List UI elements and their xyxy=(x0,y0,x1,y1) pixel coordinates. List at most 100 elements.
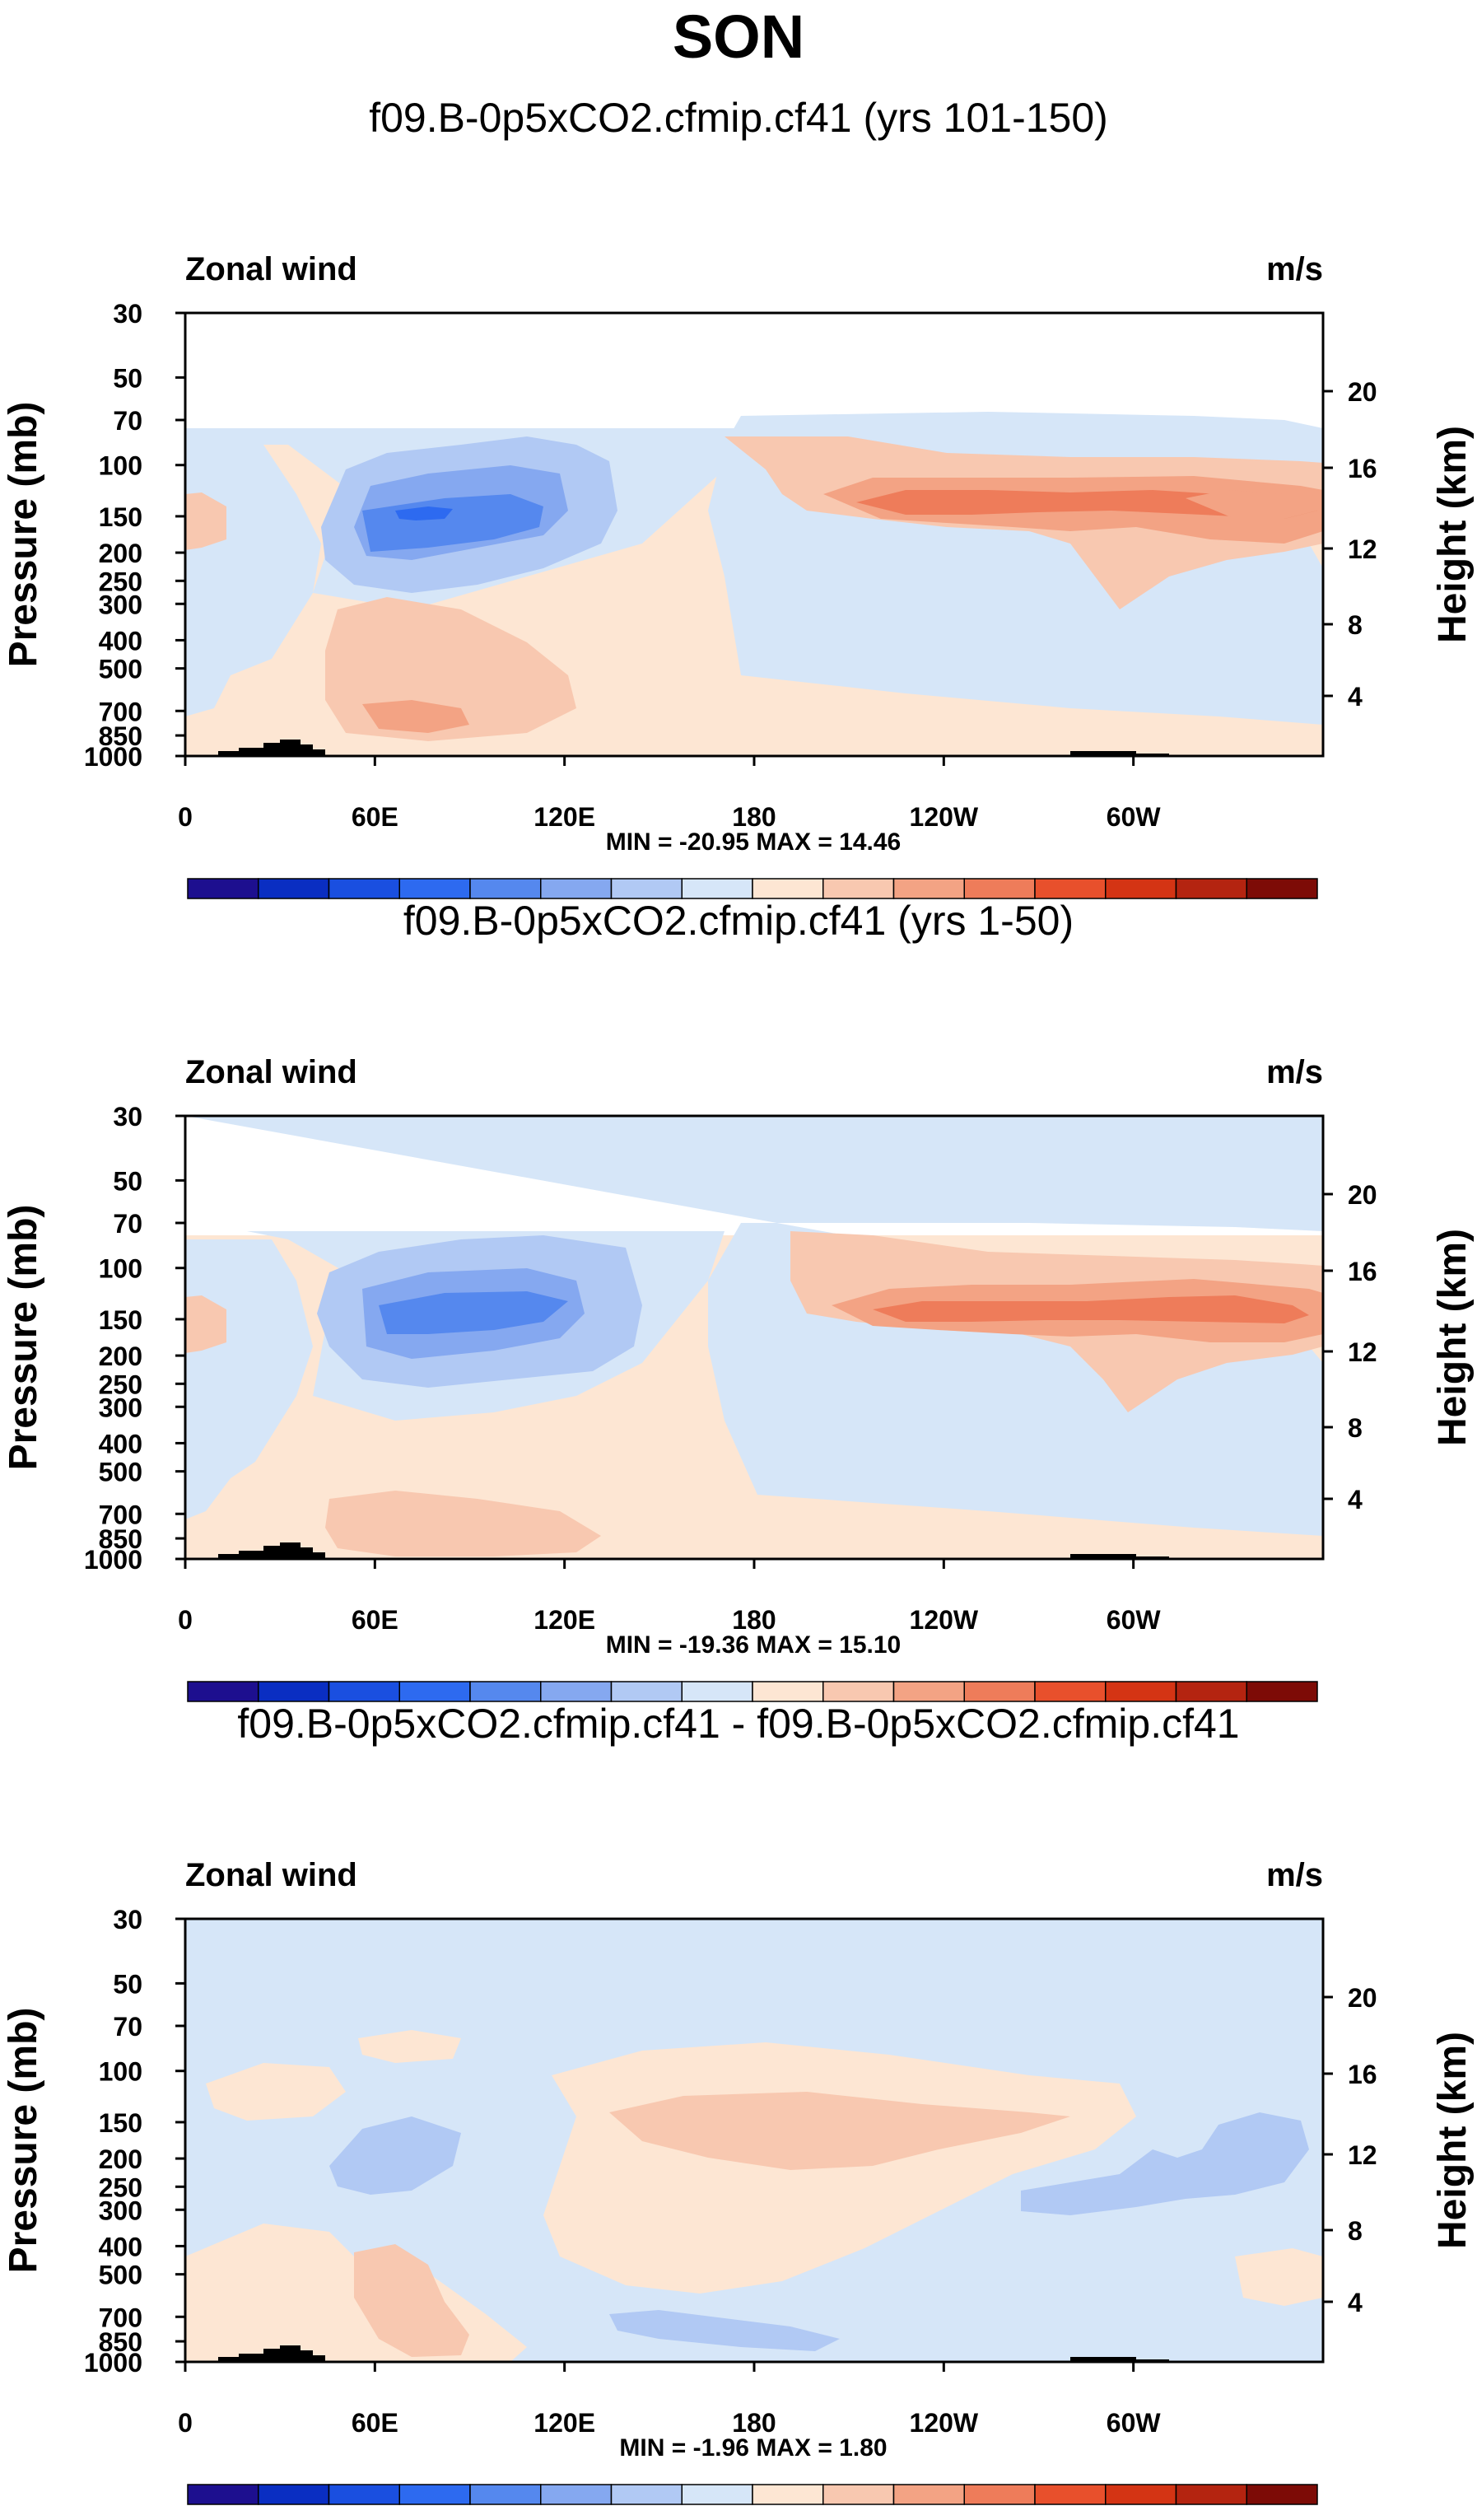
y-tick-label: 700 xyxy=(99,2303,142,2332)
y-axis-label: Pressure (mb) xyxy=(2,2008,45,2274)
colorbar-label: -9 xyxy=(459,2516,482,2520)
x-tick-label: 0 xyxy=(178,1605,193,1635)
colorbar-swatch xyxy=(1246,1681,1318,1702)
right-tick-label: 8 xyxy=(1348,2216,1363,2246)
y-tick-label: 100 xyxy=(99,2057,142,2087)
contour-region xyxy=(329,2116,461,2195)
contour-region xyxy=(609,2092,1070,2170)
y-tick-label: 500 xyxy=(99,2261,142,2290)
y-tick-label: 300 xyxy=(99,1393,142,1422)
colorbar-swatch xyxy=(1175,878,1247,899)
x-tick-label: 120E xyxy=(533,2408,595,2438)
x-tick-label: 60E xyxy=(352,1605,398,1635)
colorbar-swatch xyxy=(1105,1681,1177,1702)
colorbar-label: 30 xyxy=(1233,1713,1260,1717)
y-tick-label: 400 xyxy=(99,626,142,656)
right-tick-label: 4 xyxy=(1348,2288,1363,2317)
right-tick-label: 16 xyxy=(1348,454,1377,483)
y-tick-label: 1000 xyxy=(84,742,142,772)
y-tick-label: 250 xyxy=(99,567,142,596)
colorbar-swatch xyxy=(540,2484,613,2505)
contour-region xyxy=(358,2030,461,2063)
y-tick-label: 100 xyxy=(99,451,142,481)
y-tick-label: 850 xyxy=(99,2327,142,2357)
y-axis-label: Pressure (mb) xyxy=(2,402,45,668)
colorbar-swatch xyxy=(1034,878,1107,899)
colorbar-label: -20 xyxy=(523,910,558,914)
colorbar-swatch xyxy=(469,2484,542,2505)
colorbar-swatch xyxy=(187,2484,259,2505)
min-max-stats: MIN = -20.95 MAX = 14.46 xyxy=(606,828,902,856)
colorbar-swatch xyxy=(610,878,683,899)
colorbar-swatch xyxy=(1175,1681,1247,1702)
colorbar-swatch xyxy=(469,1681,542,1702)
y-tick-label: 250 xyxy=(99,1370,142,1399)
contour-field xyxy=(185,1919,1323,2362)
contour-chart-1: f09.B-0p5xCO2.cfmip.cf41 (yrs 101-150) Zo… xyxy=(2,95,1475,856)
y-tick-label: 400 xyxy=(99,2232,142,2261)
colorbar-swatch xyxy=(892,1681,965,1702)
colorbar-label: 20 xyxy=(1092,1713,1119,1717)
x-tick-label: 180 xyxy=(732,2408,776,2438)
colorbar-label: 18 xyxy=(1233,2516,1260,2520)
colorbar-label: -18 xyxy=(240,2516,276,2520)
colorbar-swatch xyxy=(1034,1681,1107,1702)
colorbar-label: -15 xyxy=(311,2516,347,2520)
colorbar-label: 10 xyxy=(951,910,978,914)
contour-region xyxy=(1000,576,1074,609)
colorbar-swatch xyxy=(540,1681,613,1702)
contour-region xyxy=(379,1291,568,1334)
topography-mask xyxy=(218,2345,325,2362)
x-tick-label: 60E xyxy=(352,2408,398,2438)
contour-region xyxy=(185,492,226,550)
contour-chart-2: f09.B-0p5xCO2.cfmip.cf41 (yrs 1-50) Zonal… xyxy=(2,898,1475,1659)
colorbar-swatch xyxy=(258,1681,330,1702)
colorbar-label: -20 xyxy=(523,1713,558,1717)
topography-mask xyxy=(218,1542,325,1559)
x-tick-label: 60W xyxy=(1107,1605,1162,1635)
colorbar-swatch xyxy=(963,1681,1036,1702)
x-tick-label: 120E xyxy=(533,802,595,832)
colorbar-swatch xyxy=(892,878,965,899)
right-tick-label: 8 xyxy=(1348,1413,1363,1443)
colorbar-label: 0 xyxy=(746,2516,760,2520)
colorbar-label: -6 xyxy=(529,2516,552,2520)
colorbar-label: -12 xyxy=(382,2516,417,2520)
colorbar-swatch xyxy=(328,1681,400,1702)
colorbar-swatch xyxy=(398,878,471,899)
y-tick-label: 150 xyxy=(99,502,142,532)
right-tick-label: 20 xyxy=(1348,377,1377,407)
panel-subtitle: f09.B-0p5xCO2.cfmip.cf41 (yrs 101-150) xyxy=(369,95,1108,141)
colorbar-label: 9 xyxy=(1028,2516,1042,2520)
contour-region xyxy=(185,313,1323,725)
contour-region xyxy=(325,1491,601,1556)
contour-region xyxy=(206,2063,346,2121)
y-tick-label: 30 xyxy=(113,299,142,329)
x-tick-label: 120W xyxy=(910,2408,979,2438)
colorbar-label: -40 xyxy=(382,910,417,914)
colorbar-swatch xyxy=(1246,2484,1318,2505)
min-max-stats: MIN = -19.36 MAX = 15.10 xyxy=(606,1631,902,1659)
right-tick-label: 12 xyxy=(1348,2140,1377,2170)
y-tick-label: 200 xyxy=(99,2144,142,2174)
contour-region xyxy=(362,494,543,552)
colorbar-label: -10 xyxy=(664,1713,700,1717)
colorbar-label: 12 xyxy=(1092,2516,1119,2520)
left-label: Zonal wind xyxy=(185,1054,357,1090)
x-tick-label: 180 xyxy=(732,1605,776,1635)
contour-chart-3: f09.B-0p5xCO2.cfmip.cf41 - f09.B-0p5xCO2… xyxy=(2,1701,1475,2462)
colorbar-label: -1 xyxy=(671,2516,693,2520)
colorbar-swatch xyxy=(328,878,400,899)
contour-region xyxy=(1021,2112,1309,2215)
y-tick-label: 400 xyxy=(99,1429,142,1458)
y-tick-label: 500 xyxy=(99,1458,142,1487)
y-tick-label: 700 xyxy=(99,697,142,726)
colorbar-label: 0 xyxy=(816,910,830,914)
colorbar-label: -40 xyxy=(382,1713,417,1717)
y-tick-label: 300 xyxy=(99,590,142,619)
y-tick-label: 150 xyxy=(99,1305,142,1335)
y-tick-label: 70 xyxy=(113,406,142,436)
colorbar-swatch xyxy=(398,1681,471,1702)
colorbar-label: 3 xyxy=(887,2516,901,2520)
right-tick-label: 16 xyxy=(1348,2060,1377,2089)
